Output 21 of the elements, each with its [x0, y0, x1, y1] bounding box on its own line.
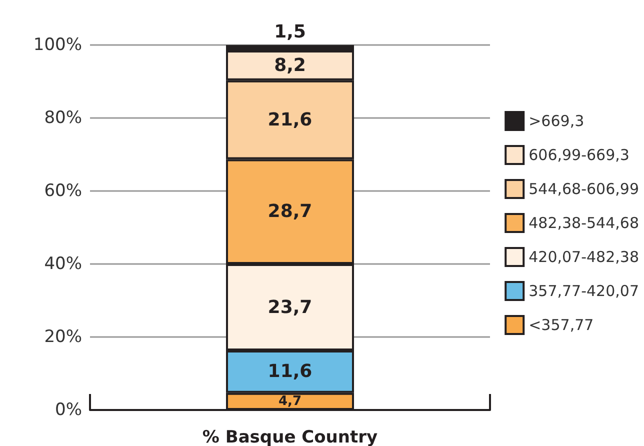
- data-label: 28,7: [268, 201, 312, 222]
- legend-label: >669,3: [528, 112, 584, 130]
- legend-label: <357,77: [528, 316, 594, 334]
- data-label: 11,6: [268, 361, 312, 382]
- data-label: 1,5: [274, 22, 306, 42]
- legend-label: 482,38-544,68: [528, 214, 640, 232]
- y-tick-label: 20%: [44, 327, 82, 347]
- legend-label: 544,68-606,99: [528, 180, 640, 198]
- x-tick-label: % Basque Country: [202, 428, 378, 446]
- legend-label: 606,99-669,3: [528, 146, 630, 164]
- y-tick-label: 0%: [55, 400, 82, 420]
- y-tick-label: 80%: [44, 108, 82, 128]
- legend-label: 357,77-420,07: [528, 282, 640, 300]
- y-tick-label: 60%: [44, 181, 82, 201]
- legend-label: 420,07-482,38: [528, 248, 640, 266]
- y-tick-label: 40%: [44, 254, 82, 274]
- data-label: 8,2: [274, 54, 306, 76]
- data-label: 21,6: [268, 109, 312, 130]
- data-label: 4,7: [278, 394, 302, 409]
- y-tick-label: 100%: [33, 35, 82, 55]
- data-label: 23,7: [268, 296, 312, 318]
